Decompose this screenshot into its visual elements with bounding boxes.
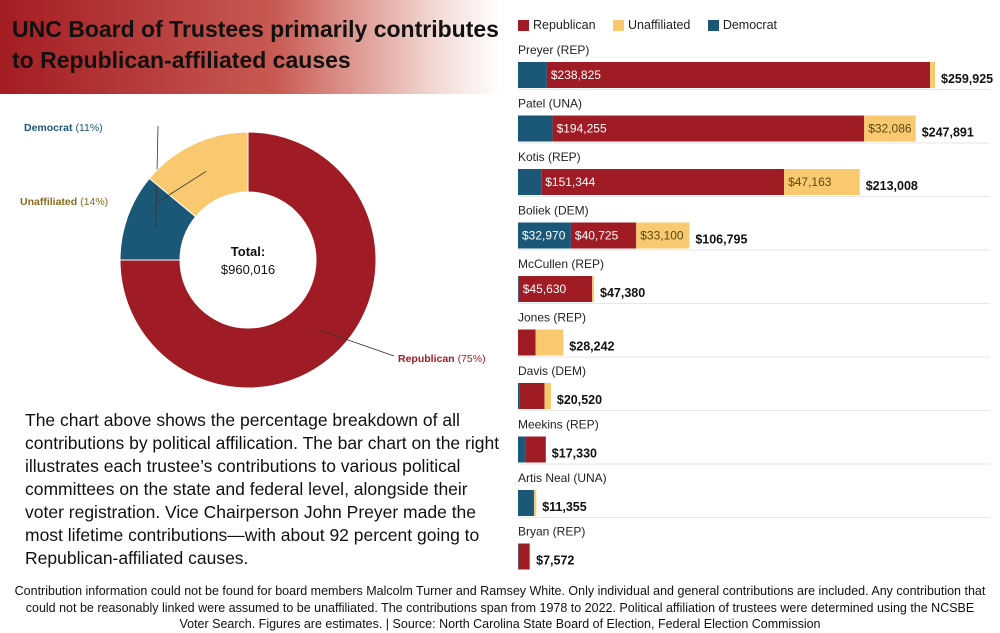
title-band xyxy=(0,0,500,94)
bar-segment-republican xyxy=(518,543,530,570)
trustee-name: Artis Neal (UNA) xyxy=(518,471,607,485)
legend-unaffiliated: Unaffiliated xyxy=(613,18,690,32)
bar-row: Artis Neal (UNA) $11,355 xyxy=(518,471,990,518)
bar-row: Preyer (REP) $238,825 $259,925 xyxy=(518,43,993,90)
bar-legend: Republican Unaffiliated Democrat xyxy=(518,18,791,34)
bar-value-label-republican: $151,344 xyxy=(545,175,595,189)
bar-segment-unaffiliated xyxy=(784,169,860,195)
bar-segment-republican xyxy=(518,276,593,302)
bar-row: Patel (UNA) $194,255 $32,086 $247,891 xyxy=(518,97,990,144)
bar-row: Kotis (REP) $151,344 $47,163 $213,008 xyxy=(518,150,990,197)
page-title: UNC Board of Trustees primarily contribu… xyxy=(12,16,499,73)
slice-label-democrat: Democrat (11%) xyxy=(24,122,103,134)
bar-segment-unaffiliated xyxy=(636,222,690,249)
donut-chart: Democrat (11%) Unaffiliated (14%) Republican… xyxy=(20,122,486,389)
bar-segment-democrat xyxy=(518,490,534,516)
slice-name-republican: Republican xyxy=(398,353,455,365)
bar-segment-republican xyxy=(525,436,546,463)
trustee-name: Meekins (REP) xyxy=(518,418,599,432)
callout-line-republican xyxy=(317,328,395,357)
bar-value-label-unaffiliated: $32,086 xyxy=(868,122,912,136)
bar-total-label: $259,925 xyxy=(941,72,993,86)
bar-segment-unaffiliated xyxy=(544,383,551,409)
slice-name-democrat: Democrat xyxy=(24,122,73,134)
bar-segment-republican xyxy=(518,329,536,356)
callout-line-unaffiliated xyxy=(157,170,207,203)
bar-segment-democrat xyxy=(518,383,520,409)
bar-total-label: $20,520 xyxy=(557,393,602,407)
chart-description: The chart above shows the percentage bre… xyxy=(25,410,500,568)
legend-republican: Republican xyxy=(518,18,596,32)
bar-value-label-republican: $45,630 xyxy=(523,282,567,296)
bar-row: Boliek (DEM) $32,970 $40,725 $33,100 $106,79… xyxy=(518,204,990,251)
legend-label-republican: Republican xyxy=(533,18,596,32)
bar-segment-republican xyxy=(570,222,637,249)
bar-segment-democrat xyxy=(518,436,526,463)
bar-value-label-unaffiliated: $33,100 xyxy=(640,229,684,243)
bar-segment-democrat xyxy=(518,276,519,302)
bar-value-label-republican: $238,825 xyxy=(551,68,601,82)
bar-total-label: $17,330 xyxy=(552,447,597,461)
bar-total-label: $7,572 xyxy=(536,554,574,568)
trustee-name: McCullen (REP) xyxy=(518,257,604,271)
donut-center-value: $960,016 xyxy=(221,262,275,277)
bar-total-label: $106,795 xyxy=(695,233,747,247)
legend-label-democrat: Democrat xyxy=(722,18,778,32)
donut-center-label: Total: xyxy=(231,244,265,259)
bar-segment-republican xyxy=(546,62,931,88)
slice-name-unaffiliated: Unaffiliated xyxy=(20,196,77,208)
bar-row: Davis (DEM) $20,520 xyxy=(518,364,990,411)
trustee-name: Boliek (DEM) xyxy=(518,204,589,218)
bar-segment-democrat xyxy=(518,543,519,570)
slice-label-unaffiliated: Unaffiliated (14%) xyxy=(20,196,108,208)
bar-total-label: $213,008 xyxy=(866,179,918,193)
slice-pct-democrat: (11%) xyxy=(75,122,102,134)
bar-segment-republican xyxy=(552,115,865,142)
bar-total-label: $11,355 xyxy=(542,500,587,514)
bar-segment-republican xyxy=(533,490,535,516)
bar-total-label: $247,891 xyxy=(922,126,974,140)
slice-label-republican: Republican (75%) xyxy=(398,353,486,365)
bar-value-label-unaffiliated: $47,163 xyxy=(788,175,832,189)
legend-swatch-unaffiliated xyxy=(613,19,625,31)
bar-segment-unaffiliated xyxy=(592,276,595,302)
bar-segment-unaffiliated xyxy=(534,490,537,516)
bar-value-label-republican: $40,725 xyxy=(575,229,619,243)
bar-segment-unaffiliated xyxy=(930,62,935,88)
bar-segment-democrat xyxy=(518,222,571,249)
bar-segment-republican xyxy=(519,383,545,409)
bar-segment-unaffiliated xyxy=(535,329,564,356)
bar-segment-republican xyxy=(541,169,785,195)
bar-total-label: $28,242 xyxy=(569,340,614,354)
trustee-name: Davis (DEM) xyxy=(518,364,586,378)
bar-row: Meekins (REP) $17,330 xyxy=(518,418,990,465)
legend-swatch-republican xyxy=(518,19,529,31)
slice-pct-unaffiliated: (14%) xyxy=(80,196,108,208)
trustee-name: Preyer (REP) xyxy=(518,43,589,57)
donut-slice-republican xyxy=(119,131,377,389)
footer-note: Contribution information could not be fo… xyxy=(14,584,986,631)
stacked-bar-chart: Preyer (REP) $238,825 $259,925 Patel (UNA) $… xyxy=(518,43,993,570)
slice-pct-republican: (75%) xyxy=(458,353,486,365)
trustee-name: Kotis (REP) xyxy=(518,150,581,164)
bar-row: Jones (REP) $28,242 xyxy=(518,311,990,358)
legend-swatch-democrat xyxy=(707,19,719,31)
bar-row: McCullen (REP) $45,630 $47,380 xyxy=(518,257,990,304)
trustee-name: Bryan (REP) xyxy=(518,525,585,539)
bar-segment-unaffiliated xyxy=(864,115,916,142)
bar-total-label: $47,380 xyxy=(600,286,645,300)
bar-row: Bryan (REP) $7,572 xyxy=(518,525,585,570)
bar-value-label-republican: $194,255 xyxy=(557,122,607,136)
bar-segment-democrat xyxy=(518,62,547,88)
bar-segment-democrat xyxy=(518,115,553,142)
bar-segment-democrat xyxy=(518,169,542,195)
trustee-name: Patel (UNA) xyxy=(518,97,582,111)
legend-label-unaffiliated: Unaffiliated xyxy=(628,18,691,32)
trustee-name: Jones (REP) xyxy=(518,311,586,325)
legend-democrat: Democrat xyxy=(707,18,778,32)
bar-value-label-democrat: $32,970 xyxy=(522,229,566,243)
